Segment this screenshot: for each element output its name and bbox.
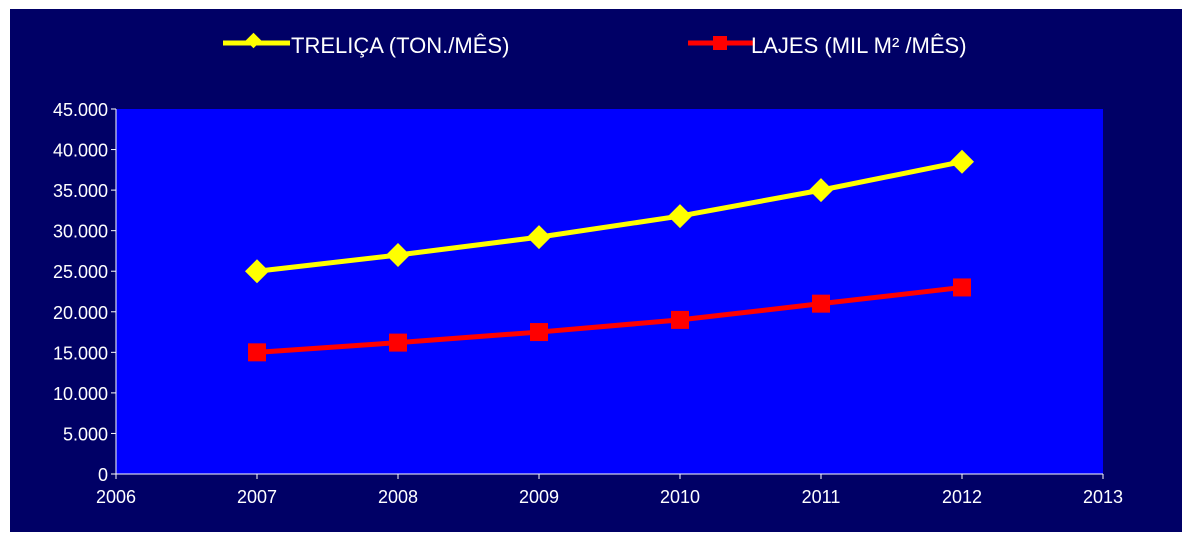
y-tick-label: 45.000 xyxy=(53,100,108,120)
data-point-diamond xyxy=(809,178,833,203)
x-tick-label: 2006 xyxy=(96,487,136,507)
legend-marker-lajes xyxy=(713,36,727,50)
data-point-diamond xyxy=(245,259,269,284)
series-line xyxy=(256,159,963,274)
y-tick-label: 30.000 xyxy=(53,222,108,242)
axes: 0 5.000 10.000 15.000 20.000 25.000 30.000 35.0… xyxy=(53,100,1123,507)
series-lajes xyxy=(248,278,971,362)
data-point-square xyxy=(953,278,971,297)
series-treliça xyxy=(245,149,974,284)
y-tick-label: 25.000 xyxy=(53,262,108,282)
legend-item-lajes: LAJES (MIL M² /MÊS) xyxy=(688,33,967,58)
line-chart: TRELIÇA (TON./MÊS) LAJES (MIL M² /MÊS) 0… xyxy=(53,32,1123,507)
data-point-square xyxy=(389,333,407,352)
legend-label-treliça: TRELIÇA (TON./MÊS) xyxy=(291,33,509,58)
y-tick-label: 35.000 xyxy=(53,181,108,201)
x-tick-label: 2008 xyxy=(378,487,418,507)
y-tick-label: 0 xyxy=(98,465,108,485)
data-point-diamond xyxy=(668,204,692,229)
x-tick-label: 2011 xyxy=(802,487,841,507)
chart-container: TRELIÇA (TON./MÊS) LAJES (MIL M² /MÊS) 0… xyxy=(10,9,1182,532)
data-point-diamond xyxy=(950,149,974,174)
data-point-square xyxy=(248,343,266,362)
y-tick-label: 5.000 xyxy=(63,424,108,444)
x-tick-label: 2012 xyxy=(942,487,982,507)
legend-marker-treliça xyxy=(245,32,262,49)
data-point-square xyxy=(530,323,548,342)
y-tick-label: 40.000 xyxy=(53,141,108,161)
series-layer xyxy=(245,149,974,362)
x-tick-label: 2009 xyxy=(519,487,559,507)
data-point-square xyxy=(812,294,830,313)
x-tick-label: 2010 xyxy=(660,487,700,507)
legend-item-treliça: TRELIÇA (TON./MÊS) xyxy=(223,32,509,58)
x-tick-label: 2007 xyxy=(237,487,277,507)
y-tick-label: 20.000 xyxy=(53,303,108,323)
x-tick-label: 2013 xyxy=(1083,487,1123,507)
data-point-square xyxy=(671,310,689,329)
series-line xyxy=(256,284,963,355)
y-tick-label: 10.000 xyxy=(53,384,108,404)
legend: TRELIÇA (TON./MÊS) LAJES (MIL M² /MÊS) xyxy=(223,32,967,58)
y-tick-label: 15.000 xyxy=(53,343,108,363)
legend-label-lajes: LAJES (MIL M² /MÊS) xyxy=(751,33,967,58)
data-point-diamond xyxy=(527,225,551,250)
data-point-diamond xyxy=(386,243,410,267)
